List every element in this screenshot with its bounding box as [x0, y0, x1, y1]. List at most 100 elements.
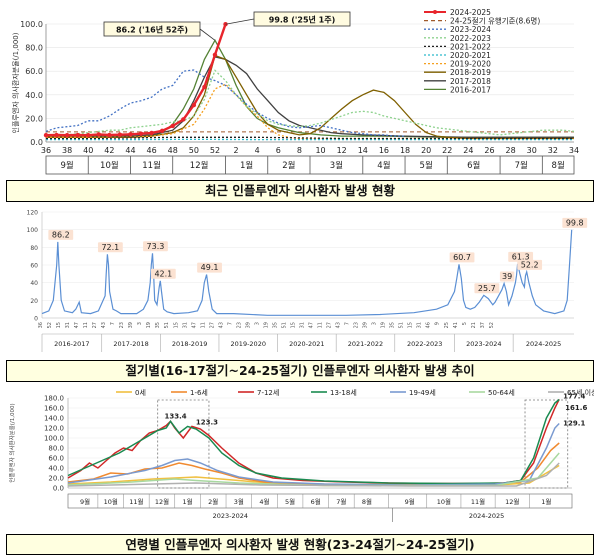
- x-tick-label: 24: [463, 146, 473, 155]
- week-tick-label: 11: [200, 322, 206, 328]
- x-tick-label: 28: [506, 146, 516, 155]
- peak-label: 49.1: [201, 263, 219, 272]
- y-axis-title: 인플루엔자 의사환자분율(/1,000): [11, 32, 20, 133]
- x-tick-label: 16: [379, 146, 389, 155]
- data-point-2024-2025: [96, 132, 102, 137]
- season-label: 2017-2018: [113, 340, 148, 348]
- highlight-box-2023: [157, 399, 210, 489]
- y-tick-label: 20.0: [25, 114, 43, 123]
- peak-label: 60.7: [453, 253, 471, 262]
- x-tick-label: 46: [147, 146, 157, 155]
- legend-label: 7-12세: [257, 388, 279, 397]
- week-tick-label: 5: [462, 322, 468, 325]
- chart-age: 0.0 20.0 40.0 60.0 80.0 100.0 120.0 140.0 160.0 1…: [6, 384, 598, 532]
- month-label: 5월: [420, 160, 433, 171]
- data-point-2024-2025: [54, 132, 59, 138]
- y-tick-label: 80.0: [25, 44, 43, 53]
- y-tick-label: 120: [27, 210, 39, 217]
- month-label: 2월: [208, 497, 218, 506]
- series-2021-2022: [46, 136, 574, 140]
- legend-label: 24-25절기 유행기준(8.6명): [450, 16, 540, 26]
- y-tick-label: 80: [30, 245, 38, 252]
- week-tick-label: 39: [245, 322, 251, 328]
- y-tick-label: 40.0: [25, 91, 43, 100]
- season-label: 2023-2024: [213, 512, 248, 520]
- x-tick-label: 38: [62, 146, 72, 155]
- highlight-box-2024: [524, 399, 569, 489]
- data-point-2024-2025: [107, 132, 112, 138]
- peak-label-bg: [449, 252, 475, 263]
- chart-season: 0 20 40 60 80 100 120 86.2 72.1 73.3 42.1 49.1 60.7 2…: [6, 204, 594, 358]
- data-point-2024-2025: [75, 132, 80, 138]
- data-point-2024-2025: [43, 132, 49, 138]
- x-tick-label: 18: [400, 146, 410, 155]
- series-season-trend: [41, 229, 573, 316]
- x-tick-label: 12: [337, 146, 347, 155]
- week-tick-label: 21: [471, 322, 477, 328]
- week-tick-label: 23: [119, 322, 125, 328]
- x-tick-label: 22: [442, 146, 452, 155]
- week-tick-label: 7: [227, 322, 233, 325]
- x-tick-label: 8: [297, 146, 302, 155]
- week-tick-label: 31: [65, 322, 71, 328]
- x-tick-label: 4: [255, 146, 260, 155]
- caption-season: 절기별(16-17절기~24-25절기) 인플루엔자 의사환자 발생 추이: [6, 360, 594, 382]
- y-tick-label: 0.0: [30, 138, 43, 147]
- peak-label-bg: [150, 268, 176, 279]
- month-label: 9월: [405, 497, 415, 506]
- week-tick-label: 36: [38, 322, 44, 328]
- caption-age: 연령별 인플루엔자 의사환자 발생 현황(23-24절기~24-25절기): [6, 534, 594, 555]
- season-label: 2019-2020: [231, 340, 266, 348]
- month-label: 3월: [234, 497, 244, 506]
- month-label: 12월: [155, 497, 169, 506]
- peak-label: 72.1: [101, 243, 119, 252]
- x-tick-label: 30: [527, 146, 537, 155]
- legend-label: 2021-2022: [450, 42, 491, 51]
- y-tick-label: 180.0: [44, 395, 64, 403]
- week-tick-label: 19: [381, 322, 387, 328]
- series-2017-2018: [46, 56, 574, 138]
- x-tick-label: 50: [189, 146, 199, 155]
- peak-label-bg: [48, 229, 74, 240]
- month-band: [67, 493, 573, 509]
- month-label: 1월: [240, 160, 253, 171]
- data-point-2024-2025: [149, 130, 154, 136]
- week-tick-label: 11: [83, 322, 89, 328]
- x-tick-label: 10: [315, 146, 325, 155]
- week-tick-label: 41: [453, 322, 459, 328]
- season-label: 2024-2025: [526, 340, 561, 348]
- legend-label: 19-49세: [409, 388, 436, 397]
- x-tick-label: 52: [210, 146, 220, 155]
- week-tick-label: 27: [327, 322, 333, 328]
- week-tick-label: 7: [110, 322, 116, 325]
- legend-label: 50-64세: [488, 388, 515, 397]
- x-tick-label: 42: [104, 146, 114, 155]
- month-label: 8월: [362, 497, 372, 506]
- legend-label: 2023-2024: [450, 25, 491, 34]
- week-tick-label: 31: [417, 322, 423, 328]
- peak-label: 61.3: [512, 252, 530, 261]
- week-tick-label: 27: [209, 322, 215, 328]
- season-label: 2016-2017: [54, 340, 89, 348]
- legend-label: 0세: [135, 388, 146, 397]
- month-label: 11월: [471, 497, 485, 506]
- data-point-2024-2025: [202, 84, 207, 90]
- x-tick-label: 32: [548, 146, 558, 155]
- week-tick-label: 11: [318, 322, 324, 328]
- season-label: 2024-2025: [469, 512, 504, 520]
- peak-label-bg: [499, 271, 515, 282]
- week-tick-label: 52: [489, 322, 495, 328]
- month-label: 12월: [190, 160, 209, 171]
- month-label: 5월: [285, 497, 295, 506]
- week-tick-label: 39: [128, 322, 134, 328]
- week-tick-label: 43: [101, 322, 107, 328]
- week-tick-label: 35: [390, 322, 396, 328]
- y-tick-label: 120.0: [44, 425, 64, 433]
- chart-age-panel: 0.0 20.0 40.0 60.0 80.0 100.0 120.0 140.0 160.0 1…: [6, 384, 598, 532]
- legend-label: 2019-2020: [450, 60, 491, 69]
- week-tick-label: 37: [480, 322, 486, 328]
- series-19-49세: [67, 422, 560, 486]
- week-tick-label: 51: [281, 322, 287, 328]
- value-annotation: 177.4: [563, 392, 585, 400]
- y-tick-label: 20: [30, 298, 38, 305]
